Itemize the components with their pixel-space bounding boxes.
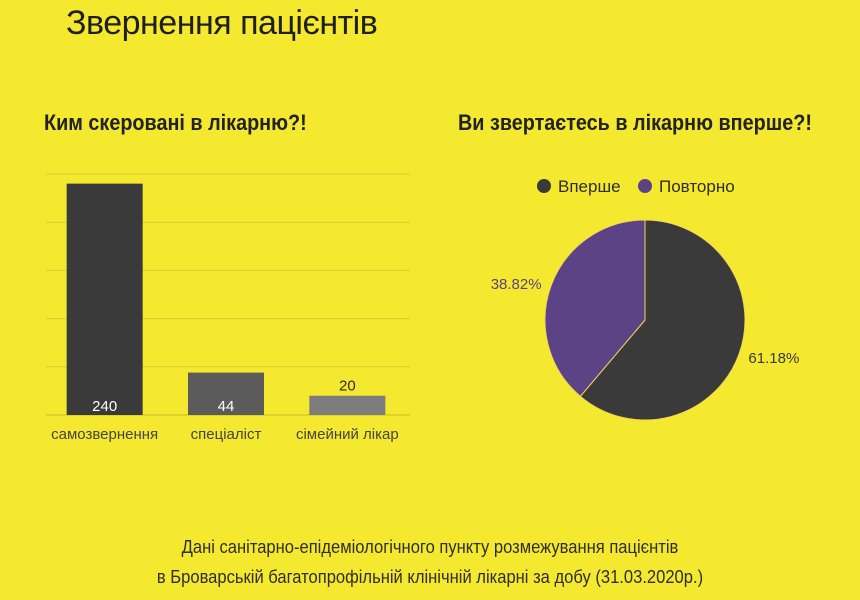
pie-value-label: 61.18%	[748, 350, 799, 367]
x-tick-label: самозвернення	[51, 426, 158, 443]
page-title: Звернення пацієнтів	[66, 4, 378, 42]
bar-value-label: 20	[339, 378, 356, 395]
x-tick-label: сімейний лікар	[296, 426, 399, 443]
bar-chart-title: Ким скеровані в лікарню?!	[44, 110, 307, 135]
bar	[66, 183, 143, 415]
bar-chart: 240 самозвернення 44 спеціаліст 20 сімейний л…	[46, 173, 410, 443]
pie-slice	[544, 219, 646, 398]
bar	[309, 395, 386, 415]
bar-value-label: 44	[218, 398, 235, 415]
footer-source-line-2: в Броварській багатопрофільній клінічній…	[156, 567, 704, 587]
bar-value-label: 240	[92, 398, 117, 415]
legend-marker	[638, 179, 652, 193]
x-tick-label: спеціаліст	[191, 426, 262, 443]
pie-slice	[579, 219, 746, 421]
footer-source-line-1: Дані санітарно-епідеміологічного пункту …	[181, 537, 679, 557]
legend-marker	[537, 179, 551, 193]
pie-chart-title: Ви звертаєтесь в лікарню вперше?!	[458, 110, 812, 135]
legend-label: Повторно	[659, 177, 735, 196]
pie-value-label: 38.82%	[491, 276, 542, 293]
bar	[188, 372, 264, 415]
pie-chart: Вперше Повторно 61.18% 38.82%	[491, 177, 799, 421]
legend-label: Вперше	[558, 177, 621, 196]
